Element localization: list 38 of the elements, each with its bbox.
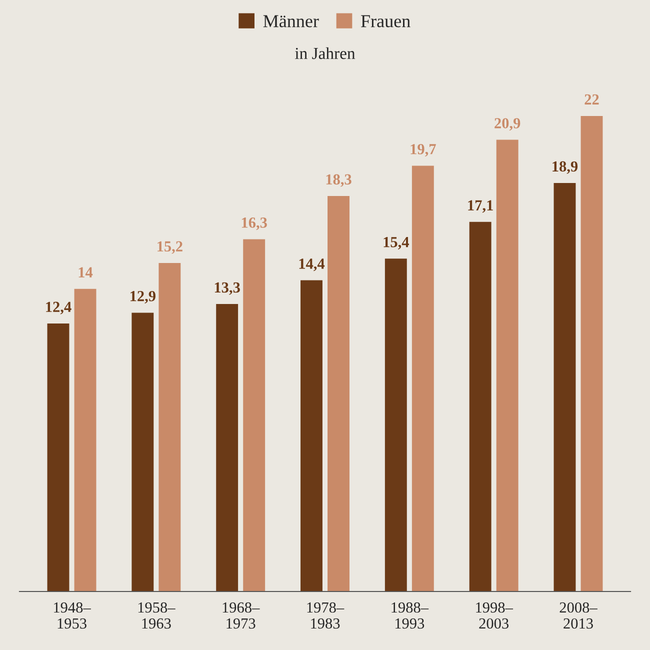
bar <box>469 222 492 592</box>
x-tick-label: 1968– 1973 <box>222 602 260 629</box>
bar <box>328 196 350 592</box>
bar <box>580 116 603 592</box>
x-tick-label: 1998– 2003 <box>476 602 514 629</box>
data-label: 22 <box>584 94 599 104</box>
bar <box>158 263 181 592</box>
x-tick-label: 2008– 2013 <box>560 602 598 629</box>
data-label: 12,4 <box>46 302 72 314</box>
x-tick-label: 1958– 1963 <box>138 602 176 629</box>
data-label: 15,2 <box>158 241 182 254</box>
data-label: 16,3 <box>242 218 267 230</box>
bar <box>300 280 322 592</box>
chart-subtitle: in Jahren <box>295 47 356 60</box>
data-label: 13,3 <box>214 282 240 295</box>
data-label: 15,4 <box>384 237 409 250</box>
bar <box>132 312 154 592</box>
x-tick-label: 1948– 1953 <box>54 602 91 629</box>
bar <box>554 183 576 592</box>
data-label: 18,9 <box>552 161 578 174</box>
bar <box>496 140 518 592</box>
data-label: 17,1 <box>468 200 493 213</box>
data-label: 20,9 <box>494 118 520 131</box>
data-label: 12,9 <box>130 291 156 304</box>
bar <box>47 324 70 592</box>
bar <box>412 166 434 592</box>
data-label: 14 <box>78 267 93 278</box>
data-label: 18,3 <box>326 174 352 187</box>
data-label: 19,7 <box>410 144 436 157</box>
bar <box>384 258 407 592</box>
legend-label: Frauen <box>361 15 410 28</box>
x-tick-label: 1978– 1983 <box>307 602 344 629</box>
data-label: 14,4 <box>299 258 325 272</box>
legend-label: Männer <box>263 15 319 28</box>
bar <box>243 239 266 592</box>
bar <box>74 288 96 592</box>
x-tick-label: 1988– 1993 <box>392 602 429 629</box>
bar <box>216 304 238 592</box>
